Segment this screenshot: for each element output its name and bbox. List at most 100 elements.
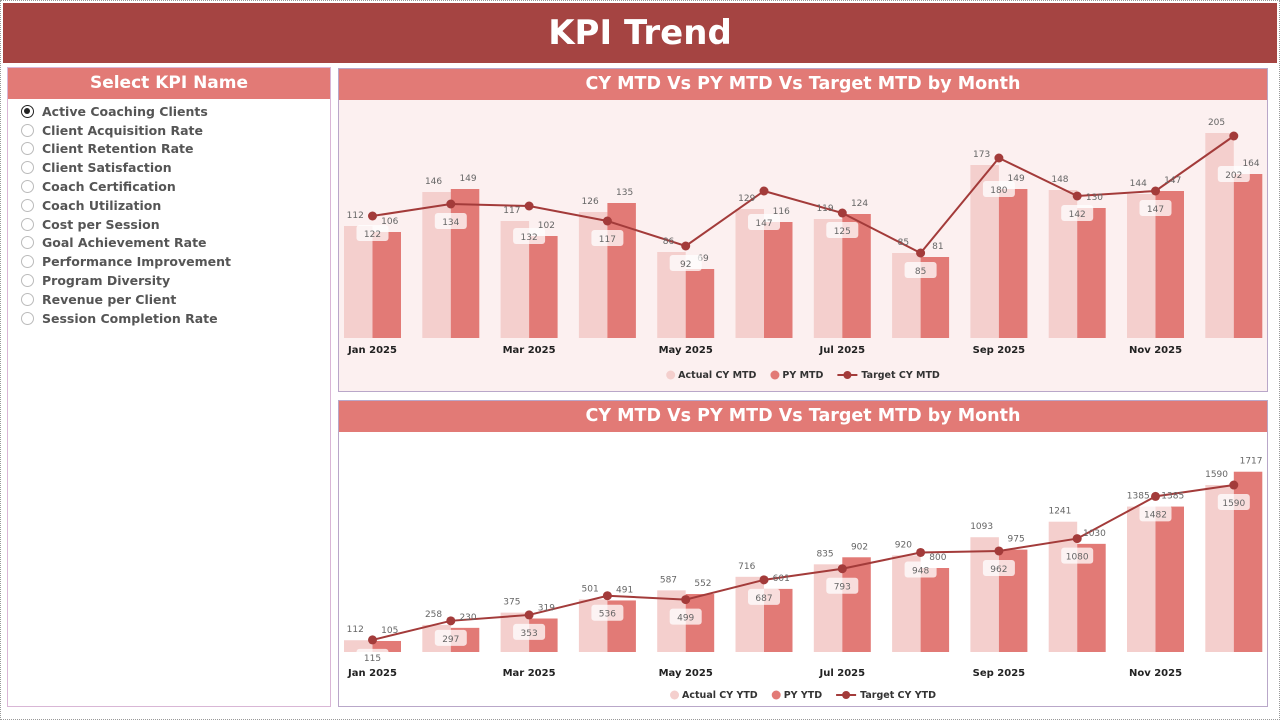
- actual-bar: [1127, 506, 1156, 652]
- actual-data-label: 501: [582, 584, 599, 594]
- data-label-box: [513, 228, 546, 244]
- radio-icon[interactable]: [21, 198, 34, 212]
- target-data-label: 962: [990, 565, 1007, 575]
- target-point: [1229, 131, 1239, 141]
- legend-previous-icon: [770, 370, 780, 380]
- actual-data-label: 258: [425, 610, 442, 620]
- radio-icon[interactable]: [21, 311, 34, 325]
- kpi-option[interactable]: Client Acquisition Rate: [21, 121, 330, 140]
- data-label-box: [748, 588, 780, 605]
- target-point: [759, 575, 769, 585]
- radio-icon[interactable]: [21, 217, 34, 231]
- target-point: [1229, 480, 1239, 490]
- target-data-label: 1080: [1066, 553, 1089, 563]
- kpi-option[interactable]: Coach Utilization: [21, 196, 330, 215]
- actual-data-label: 126: [582, 197, 599, 207]
- actual-data-label: 129: [738, 194, 755, 204]
- legend-actual-label: Actual CY MTD: [678, 370, 756, 381]
- previous-data-label: 69: [697, 254, 709, 264]
- previous-bar: [1233, 174, 1263, 338]
- target-data-label: 122: [364, 230, 381, 240]
- radio-icon[interactable]: [21, 236, 34, 250]
- actual-data-label: 375: [503, 598, 520, 608]
- previous-data-label: 319: [538, 604, 555, 614]
- radio-icon[interactable]: [21, 161, 34, 175]
- data-label-box: [748, 214, 780, 230]
- kpi-option[interactable]: Program Diversity: [21, 271, 330, 290]
- kpi-option-label: Performance Improvement: [42, 254, 231, 270]
- target-data-label: 132: [521, 233, 538, 243]
- target-point: [602, 216, 612, 226]
- target-data-label: 353: [521, 629, 538, 639]
- legend-previous-label: PY YTD: [784, 690, 823, 701]
- kpi-option[interactable]: Session Completion Rate: [21, 309, 330, 328]
- target-point: [916, 248, 926, 258]
- actual-data-label: 117: [503, 206, 520, 216]
- previous-data-label: 106: [381, 217, 398, 227]
- kpi-option[interactable]: Active Coaching Clients: [21, 102, 330, 121]
- previous-data-label: 130: [1086, 193, 1103, 203]
- actual-data-label: 1590: [1205, 470, 1228, 480]
- radio-icon[interactable]: [21, 104, 34, 118]
- actual-bar: [344, 226, 373, 338]
- previous-bar: [372, 232, 401, 338]
- data-label-box: [669, 255, 702, 271]
- actual-data-label: 205: [1208, 118, 1225, 128]
- actual-bar: [813, 564, 843, 652]
- previous-data-label: 102: [538, 221, 555, 231]
- actual-bar: [1205, 133, 1234, 338]
- target-point: [524, 610, 534, 620]
- slicer-title: Select KPI Name: [8, 68, 330, 99]
- target-line: [372, 135, 1235, 255]
- target-data-label: 948: [912, 566, 929, 576]
- kpi-option[interactable]: Coach Certification: [21, 177, 330, 196]
- target-data-label: 147: [755, 219, 772, 229]
- radio-icon[interactable]: [21, 274, 34, 288]
- previous-data-label: 149: [1008, 174, 1025, 184]
- actual-data-label: 148: [1051, 175, 1068, 185]
- data-label-box: [591, 604, 624, 621]
- previous-data-label: 601: [773, 574, 790, 584]
- data-label-box: [1139, 200, 1172, 216]
- data-label-box: [591, 230, 624, 246]
- target-data-label: 499: [677, 614, 694, 624]
- actual-data-label: 86: [663, 237, 675, 247]
- target-data-label: 117: [599, 235, 616, 245]
- previous-bar: [1077, 208, 1106, 338]
- previous-data-label: 230: [459, 613, 476, 623]
- x-tick-label: Jul 2025: [819, 668, 866, 679]
- legend-target-icon: [842, 691, 851, 699]
- x-tick-label: Nov 2025: [1129, 668, 1182, 679]
- radio-icon[interactable]: [21, 180, 34, 194]
- target-point: [916, 547, 926, 557]
- kpi-option[interactable]: Client Retention Rate: [21, 140, 330, 159]
- radio-icon[interactable]: [21, 142, 34, 156]
- actual-data-label: 173: [973, 150, 990, 160]
- data-label-box: [1061, 205, 1094, 221]
- data-label-box: [513, 623, 546, 640]
- kpi-option[interactable]: Cost per Session: [21, 215, 330, 234]
- kpi-slicer: Select KPI Name Active Coaching Clients C…: [7, 67, 331, 707]
- kpi-option[interactable]: Revenue per Client: [21, 290, 330, 309]
- radio-icon[interactable]: [21, 292, 34, 306]
- radio-icon[interactable]: [21, 255, 34, 269]
- kpi-radio-list: Active Coaching Clients Client Acquisitio…: [8, 99, 330, 328]
- x-tick-label: Mar 2025: [503, 668, 556, 679]
- legend: Actual CY YTD PY YTD Target CY YTD: [670, 690, 936, 701]
- legend-target-label: Target CY YTD: [860, 690, 936, 701]
- target-point: [602, 591, 612, 601]
- data-label-box: [1061, 547, 1094, 564]
- target-data-label: 125: [834, 227, 851, 237]
- kpi-option[interactable]: Client Satisfaction: [21, 158, 330, 177]
- mtd-chart: 112 106 Jan 2025 146 149 117 102 Mar 2025 126 135…: [344, 118, 1263, 381]
- kpi-option[interactable]: Performance Improvement: [21, 252, 330, 271]
- data-label-box: [982, 181, 1015, 197]
- x-tick-label: Mar 2025: [503, 345, 556, 356]
- ytd-chart-panel: CY MTD Vs PY MTD Vs Target MTD by Month …: [338, 400, 1268, 707]
- actual-bar: [735, 209, 764, 338]
- target-point: [524, 201, 534, 211]
- previous-data-label: 491: [616, 585, 633, 595]
- kpi-option[interactable]: Goal Achievement Rate: [21, 234, 330, 253]
- radio-icon[interactable]: [21, 123, 34, 137]
- previous-bar: [920, 568, 950, 652]
